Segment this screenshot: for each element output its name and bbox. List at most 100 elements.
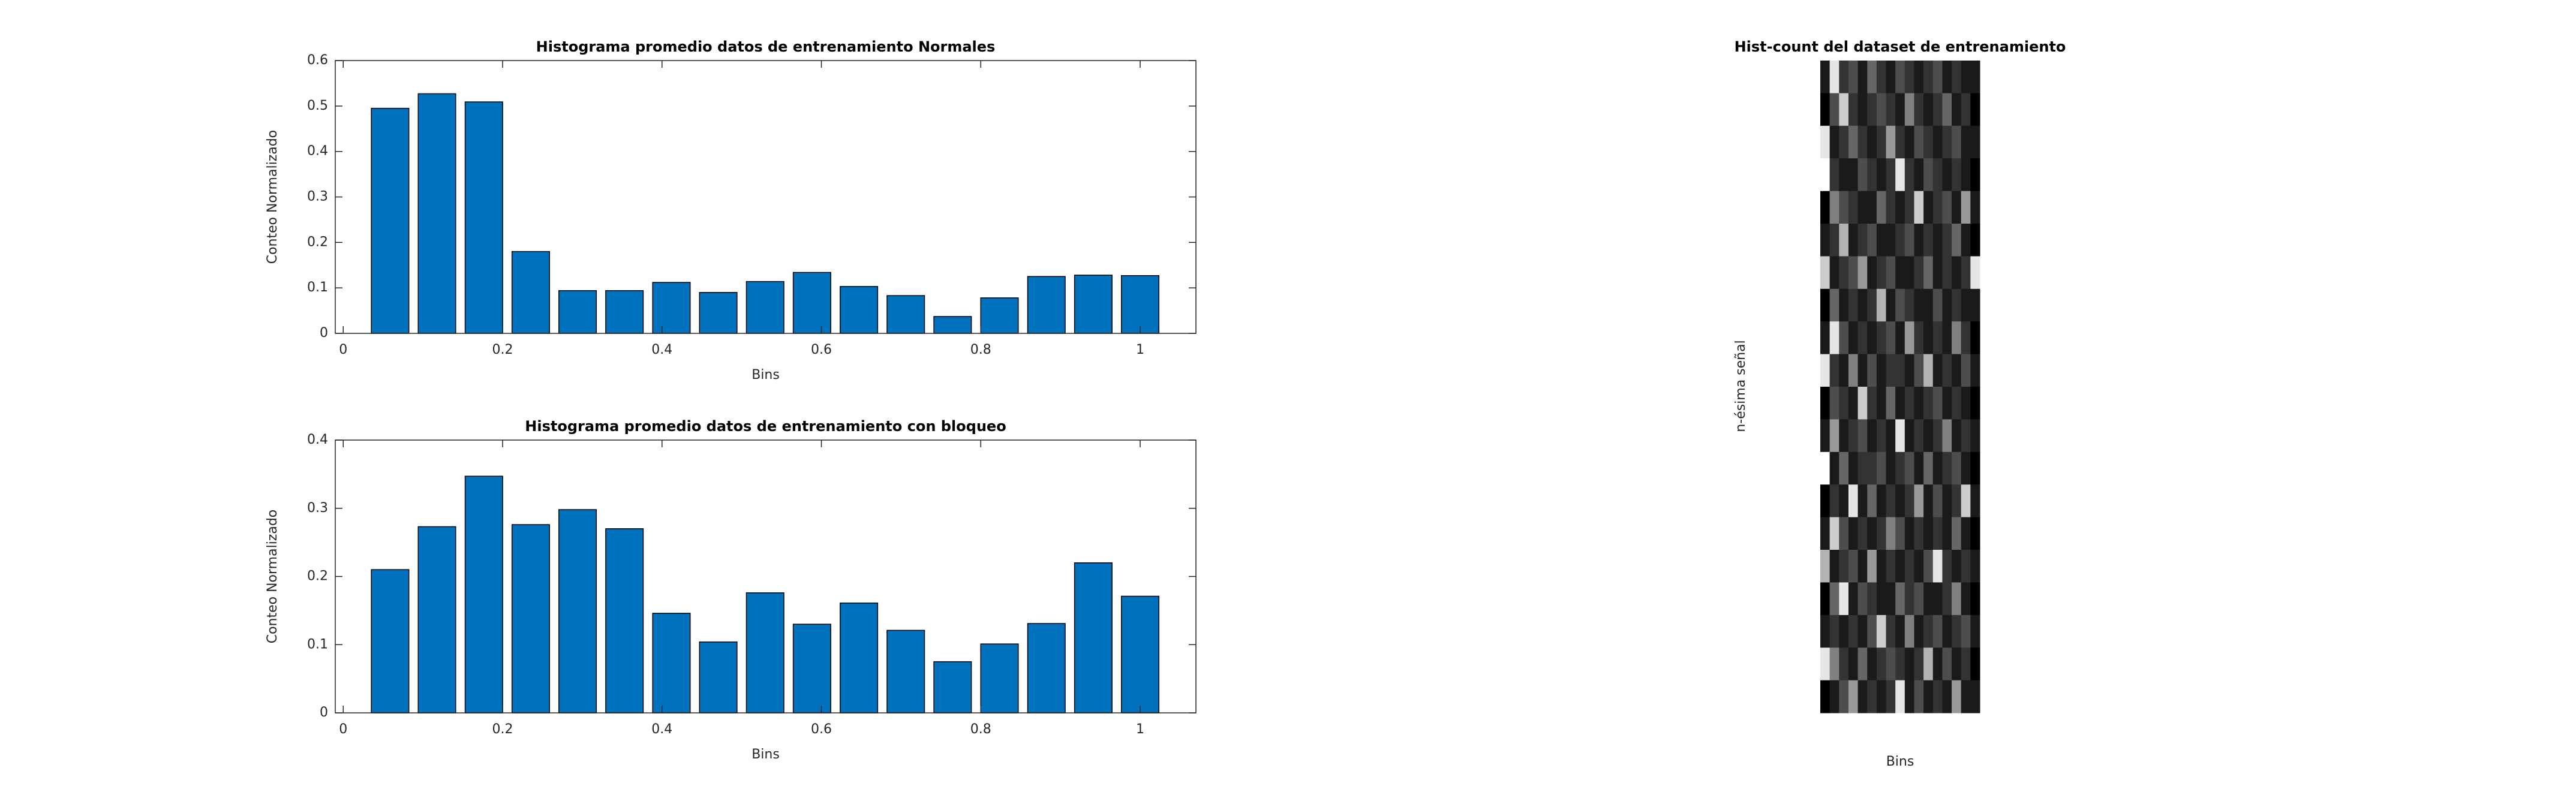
heatmap-cell <box>1904 451 1914 485</box>
bar <box>605 528 644 713</box>
heatmap-cell <box>1961 387 1971 420</box>
heatmap-cell <box>1857 517 1868 550</box>
heatmap-cell <box>1923 224 1934 257</box>
heatmap-cell <box>1895 550 1905 583</box>
heatmap-cell <box>1820 256 1830 290</box>
heatmap-cell <box>1970 451 1980 485</box>
bar <box>792 624 831 713</box>
heatmap-cell <box>1886 387 1896 420</box>
heatmap-cell <box>1895 419 1905 453</box>
heatmap-cell <box>1829 256 1839 290</box>
heatmap-cell <box>1867 125 1877 159</box>
heatmap-cell <box>1848 484 1859 518</box>
heatmap-cell <box>1876 615 1887 648</box>
heatmap-cell <box>1904 648 1914 681</box>
heatmap-cell <box>1942 191 1952 224</box>
heatmap-cell <box>1839 550 1849 583</box>
heatmap-cell <box>1848 387 1859 420</box>
heatmap-cell <box>1952 158 1962 192</box>
heatmap-cell <box>1942 256 1952 290</box>
heatmap-cell <box>1867 419 1877 453</box>
heatmap-cell <box>1867 680 1877 713</box>
heatmap-cell <box>1961 321 1971 355</box>
heatmap-cell <box>1867 484 1877 518</box>
heatmap-cell <box>1876 256 1887 290</box>
heatmap-cell <box>1820 354 1830 387</box>
heatmap-cell <box>1970 354 1980 387</box>
heatmap-cell <box>1904 484 1914 518</box>
heatmap-cell <box>1839 288 1849 322</box>
heatmap-cell <box>1839 484 1849 518</box>
heatmap-cell <box>1876 61 1887 94</box>
heatmap-cell <box>1970 61 1980 94</box>
heatmap-cell <box>1857 451 1868 485</box>
heatmap-cell <box>1914 550 1924 583</box>
heatmap-cell <box>1952 451 1962 485</box>
bar <box>699 292 738 334</box>
heatmap-cell <box>1829 321 1839 355</box>
heatmap-cell <box>1886 61 1896 94</box>
heatmap-cell <box>1829 550 1839 583</box>
heatmap-cell <box>1839 354 1849 387</box>
heatmap-cell <box>1857 191 1868 224</box>
chart-title: Histograma promedio datos de entrenamien… <box>536 38 996 55</box>
bar <box>605 290 644 334</box>
heatmap-cell <box>1848 288 1859 322</box>
heatmap-cell <box>1867 648 1877 681</box>
heatmap-cell <box>1820 484 1830 518</box>
heatmap-cell <box>1895 125 1905 159</box>
heatmap-cell <box>1867 387 1877 420</box>
heatmap-cell <box>1867 191 1877 224</box>
bar <box>792 272 831 334</box>
y-tick-label: 0.2 <box>307 234 328 249</box>
heatmap-cell <box>1848 224 1859 257</box>
heatmap-cell <box>1857 550 1868 583</box>
heatmap-cell <box>1848 451 1859 485</box>
heatmap-cell <box>1857 321 1868 355</box>
heatmap-cell <box>1857 93 1868 127</box>
heatmap-cell <box>1952 93 1962 127</box>
heatmap-cell <box>1942 648 1952 681</box>
heatmap-cell <box>1820 451 1830 485</box>
heatmap-cell <box>1904 321 1914 355</box>
heatmap-cell <box>1923 158 1934 192</box>
heatmap-cell <box>1952 288 1962 322</box>
x-axis-label: Bins <box>752 368 780 383</box>
axes-box <box>335 60 1197 334</box>
heatmap-cell <box>1848 648 1859 681</box>
heatmap-cell <box>1829 387 1839 420</box>
heatmap-cell <box>1886 191 1896 224</box>
heatmap-cell <box>1829 582 1839 616</box>
bar <box>1074 562 1113 713</box>
heatmap-cell <box>1942 93 1952 127</box>
heatmap-cell <box>1876 582 1887 616</box>
heatmap-cell <box>1876 680 1887 713</box>
bar <box>511 251 550 334</box>
heatmap-cell <box>1820 648 1830 681</box>
heatmap-cell <box>1867 158 1877 192</box>
heatmap-cell <box>1820 125 1830 159</box>
heatmap-cell <box>1848 321 1859 355</box>
heatmap-cell <box>1895 615 1905 648</box>
heatmap-cell <box>1904 387 1914 420</box>
heatmap-cell <box>1952 61 1962 94</box>
heatmap-cell <box>1829 158 1839 192</box>
heatmap-cell <box>1970 550 1980 583</box>
heatmap-cell <box>1829 648 1839 681</box>
heatmap-cell <box>1876 93 1887 127</box>
heatmap-cell <box>1895 484 1905 518</box>
heatmap-cell <box>1876 517 1887 550</box>
heatmap-cell <box>1857 582 1868 616</box>
heatmap-cell <box>1952 648 1962 681</box>
heatmap-cell <box>1904 517 1914 550</box>
x-tick-label: 0.2 <box>492 342 513 357</box>
heatmap-cell <box>1895 354 1905 387</box>
heatmap-cell <box>1914 321 1924 355</box>
heatmap-cell <box>1895 61 1905 94</box>
y-axis-label: Conteo Normalizado <box>265 510 280 644</box>
heatmap-cell <box>1961 680 1971 713</box>
heatmap-cell <box>1886 550 1896 583</box>
bar <box>558 290 597 334</box>
heatmap-cell <box>1961 61 1971 94</box>
heatmap-cell <box>1876 288 1887 322</box>
